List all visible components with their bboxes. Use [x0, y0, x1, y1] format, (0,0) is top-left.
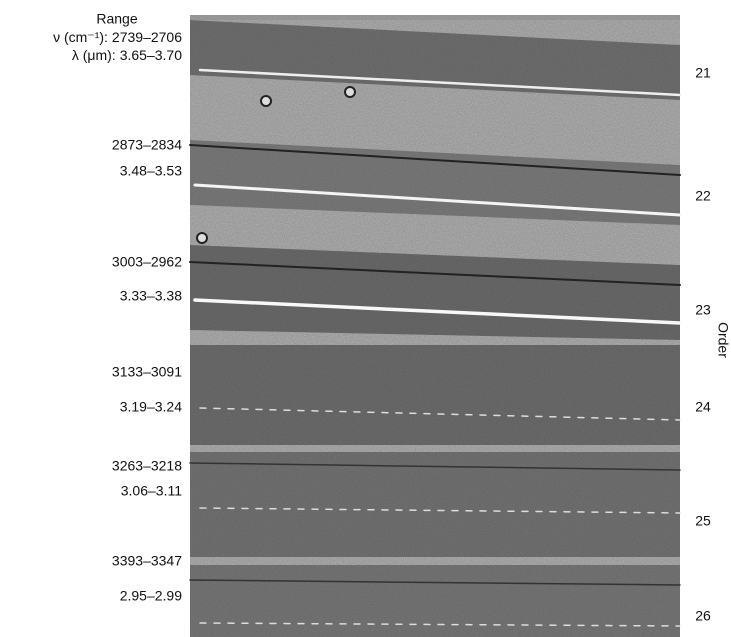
- wavenumber-range: 3263–3218: [112, 458, 182, 474]
- wavelength-range: λ (μm): 3.65–3.70: [72, 47, 182, 63]
- nu-label: ν (cm⁻¹):: [53, 29, 108, 45]
- axis-label: Order: [715, 322, 731, 358]
- wavenumber-range: 2873–2834: [112, 137, 182, 153]
- wavenumber-range: 3003–2962: [112, 254, 182, 270]
- order-number: 24: [695, 399, 711, 415]
- wavelength-range: 2.95–2.99: [120, 588, 182, 604]
- range-title: Range: [96, 11, 137, 27]
- wavenumber-range: 3393–3347: [112, 553, 182, 569]
- order-number: 21: [695, 65, 711, 81]
- wavelength-range: 3.19–3.24: [120, 399, 182, 415]
- wavenumber-range: ν (cm⁻¹): 2739–2706: [53, 29, 182, 45]
- wavelength-range: 3.33–3.38: [120, 288, 182, 304]
- order-number: 22: [695, 188, 711, 204]
- order-number: 23: [695, 302, 711, 318]
- lambda-label: λ (μm):: [72, 47, 116, 63]
- wavelength-range: 3.06–3.11: [121, 483, 182, 499]
- order-number: 25: [695, 513, 711, 529]
- wavenumber: 2739–2706: [112, 29, 182, 45]
- detector-image: [189, 15, 682, 637]
- order-number: 26: [695, 608, 711, 624]
- order-labels: ν (cm⁻¹): 2739–2706 λ (μm): 3.65–3.70 21 2873…: [53, 29, 711, 624]
- wavenumber-range: 3133–3091: [112, 364, 182, 380]
- wavelength: 3.65–3.70: [120, 47, 182, 63]
- wavelength-range: 3.48–3.53: [120, 163, 182, 179]
